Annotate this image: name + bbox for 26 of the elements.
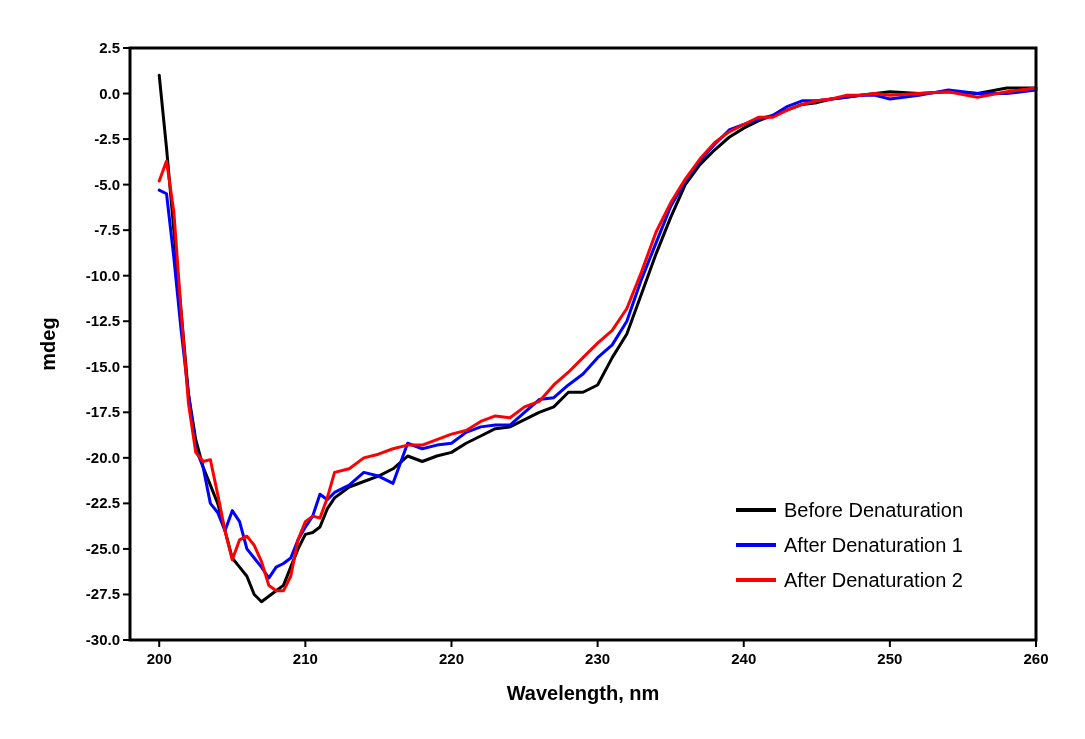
y-tick-label: -25.0 bbox=[85, 539, 120, 557]
x-tick-label: 220 bbox=[438, 650, 464, 667]
y-tick-label: -5.0 bbox=[94, 175, 120, 193]
y-tick-label: 2.5 bbox=[99, 39, 120, 56]
y-tick-label: -2.5 bbox=[94, 130, 120, 148]
legend-label: After Denaturation 2 bbox=[784, 569, 963, 591]
x-tick-label: 200 bbox=[146, 650, 172, 667]
x-tick-label: 260 bbox=[1023, 650, 1049, 667]
y-tick-label: -10.0 bbox=[85, 266, 120, 284]
x-tick-label: 240 bbox=[731, 650, 757, 667]
y-tick-label: -7.5 bbox=[94, 221, 120, 239]
y-tick-label: -22.5 bbox=[85, 494, 120, 512]
y-tick-label: -20.0 bbox=[85, 448, 120, 466]
x-tick-label: 250 bbox=[877, 650, 903, 667]
y-tick-label: -15.0 bbox=[85, 357, 120, 375]
y-tick-label: -12.5 bbox=[85, 312, 120, 330]
x-tick-label: 230 bbox=[585, 650, 611, 667]
y-tick-label: 0.0 bbox=[99, 84, 120, 102]
legend-label: After Denaturation 1 bbox=[784, 534, 963, 556]
y-axis-title: mdeg bbox=[37, 317, 59, 371]
y-tick-label: -27.5 bbox=[85, 585, 120, 603]
legend-label: Before Denaturation bbox=[784, 499, 964, 521]
x-axis-title: Wavelength, nm bbox=[506, 682, 660, 704]
x-tick-label: 210 bbox=[292, 650, 318, 667]
y-tick-label: -17.5 bbox=[85, 403, 120, 421]
y-tick-label: -30.0 bbox=[85, 631, 120, 648]
